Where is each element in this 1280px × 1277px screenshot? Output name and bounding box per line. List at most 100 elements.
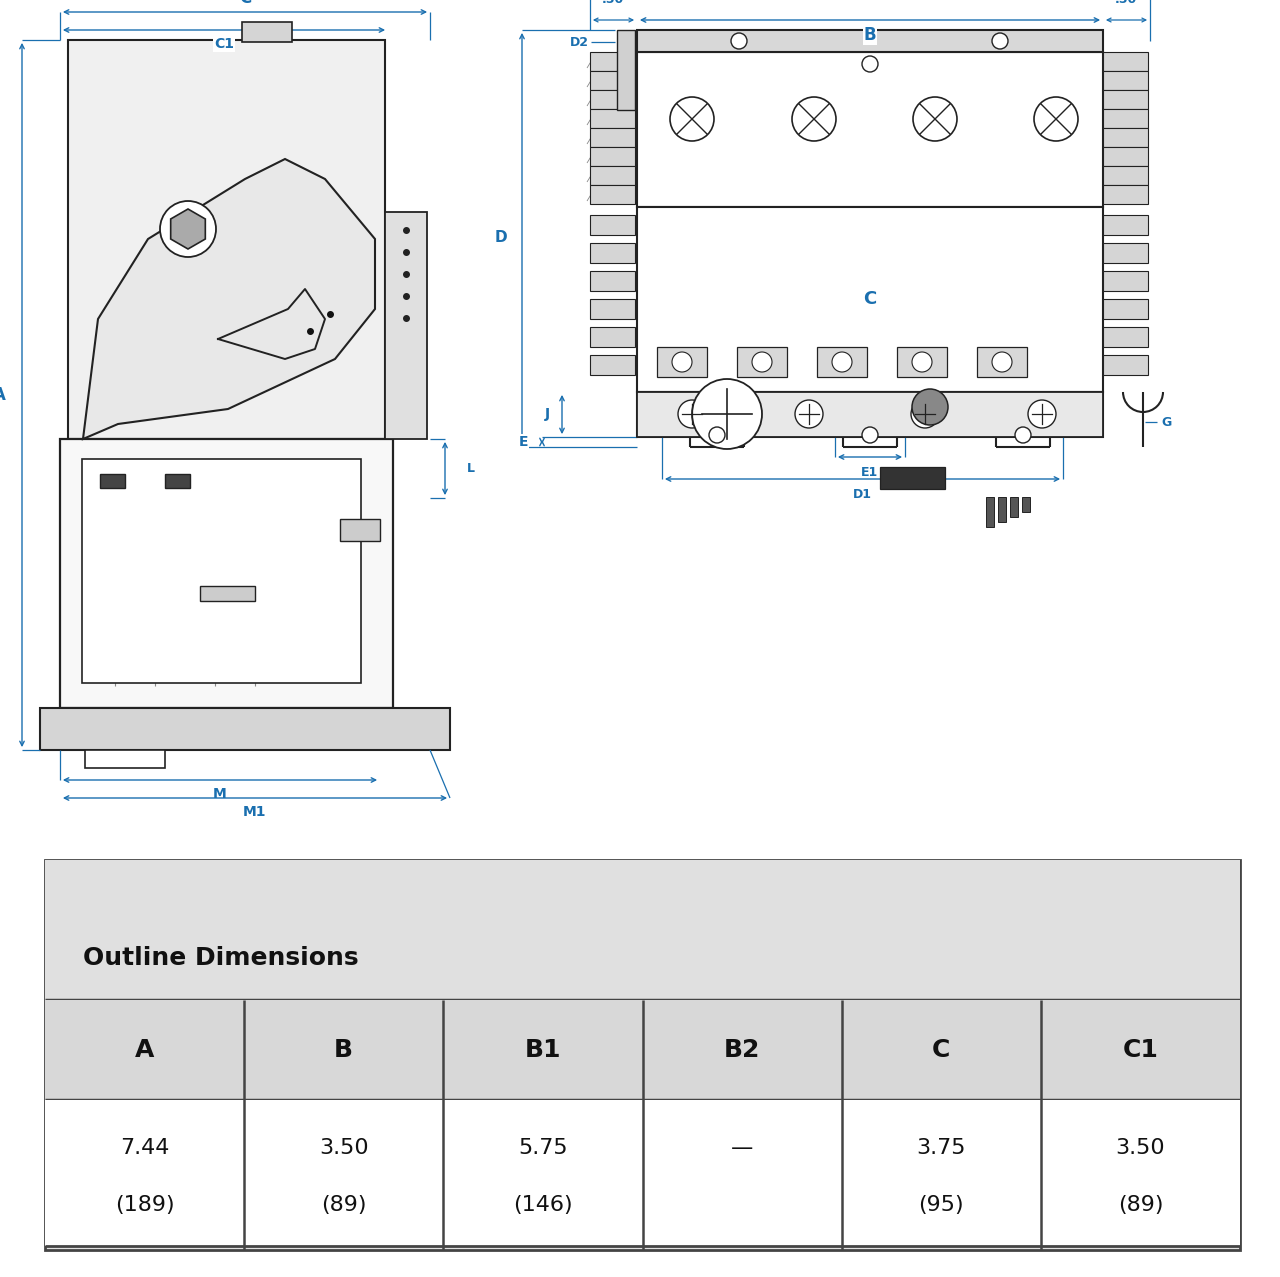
Bar [617,29,635,110]
Text: D: D [494,231,507,245]
Bar [637,29,1103,52]
Text: C1: C1 [214,37,234,51]
Bar [1103,355,1148,375]
Circle shape [1034,97,1078,140]
Circle shape [753,352,772,372]
Circle shape [911,389,948,425]
Polygon shape [83,160,375,439]
Bar [340,518,380,541]
Text: E1: E1 [861,466,878,479]
Text: C: C [864,290,877,308]
Text: C: C [932,1038,951,1062]
Circle shape [672,352,692,372]
Bar [385,212,428,439]
Bar [998,497,1006,522]
Text: M1: M1 [243,805,266,819]
Circle shape [911,352,932,372]
Bar [637,52,1103,207]
Bar [881,467,945,489]
Text: L: L [467,462,475,475]
Circle shape [861,427,878,443]
Text: A: A [0,386,6,404]
Circle shape [678,400,707,428]
Bar [590,52,635,72]
Bar [1103,72,1148,89]
Circle shape [1028,400,1056,428]
Circle shape [911,400,940,428]
Circle shape [731,33,748,49]
Text: B: B [864,26,877,43]
Bar [1103,52,1148,72]
Bar [590,271,635,291]
Circle shape [669,97,714,140]
Circle shape [913,97,957,140]
Bar [590,327,635,347]
Bar [1103,89,1148,109]
Bar [817,347,867,377]
Text: (89): (89) [321,1195,366,1216]
Text: 3.50: 3.50 [319,1138,369,1158]
Text: (189): (189) [115,1195,174,1216]
Bar [637,392,1103,437]
Text: 3.75: 3.75 [916,1138,966,1158]
Text: 3.50: 3.50 [1116,1138,1165,1158]
Text: D2: D2 [570,36,589,49]
Bar [590,215,635,235]
Circle shape [709,427,724,443]
Bar [1103,147,1148,166]
Bar [590,243,635,263]
Text: Outline Dimensions: Outline Dimensions [83,946,358,971]
Text: G: G [1161,415,1171,429]
Circle shape [792,97,836,140]
Bar [45,859,1240,1250]
Bar [82,458,361,683]
Text: 7.44: 7.44 [120,1138,169,1158]
Text: .50: .50 [1115,0,1137,6]
Bar [1103,243,1148,263]
Bar [590,109,635,128]
Bar [40,707,451,750]
Bar [1103,185,1148,204]
Bar [590,299,635,319]
Circle shape [795,400,823,428]
Bar [637,207,1103,392]
Circle shape [692,379,762,450]
Bar [45,1099,1240,1246]
Bar [1103,166,1148,185]
Text: —: — [731,1138,753,1158]
Circle shape [1015,427,1030,443]
Text: J: J [545,407,550,421]
Bar [1103,128,1148,147]
Bar [100,474,125,488]
Text: (146): (146) [513,1195,572,1216]
Circle shape [992,352,1012,372]
Bar [986,497,995,527]
Text: M: M [214,787,227,801]
Text: E: E [518,435,529,450]
Bar [165,474,189,488]
Bar [68,40,385,439]
Text: D1: D1 [852,489,872,502]
Bar [590,355,635,375]
Bar [1103,271,1148,291]
Bar [242,22,292,42]
Text: .50: .50 [602,0,625,6]
Bar [1103,327,1148,347]
Polygon shape [170,209,205,249]
Bar [1021,497,1030,512]
Text: 5.75: 5.75 [518,1138,568,1158]
Bar [1103,299,1148,319]
Bar [1103,215,1148,235]
Bar [590,185,635,204]
Text: B2: B2 [724,1038,760,1062]
Bar [590,147,635,166]
Bar [84,750,165,767]
Text: C1: C1 [1123,1038,1158,1062]
Bar [590,89,635,109]
Bar [1010,497,1018,517]
Text: C: C [239,0,251,6]
Bar [737,347,787,377]
Bar [45,1000,1240,1099]
Circle shape [160,200,216,257]
Circle shape [832,352,852,372]
